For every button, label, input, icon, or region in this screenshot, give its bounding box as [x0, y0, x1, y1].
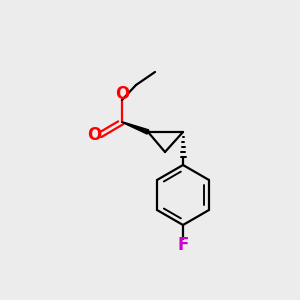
- Text: O: O: [87, 126, 101, 144]
- Text: O: O: [115, 85, 129, 103]
- Text: F: F: [177, 236, 189, 254]
- Polygon shape: [122, 122, 149, 134]
